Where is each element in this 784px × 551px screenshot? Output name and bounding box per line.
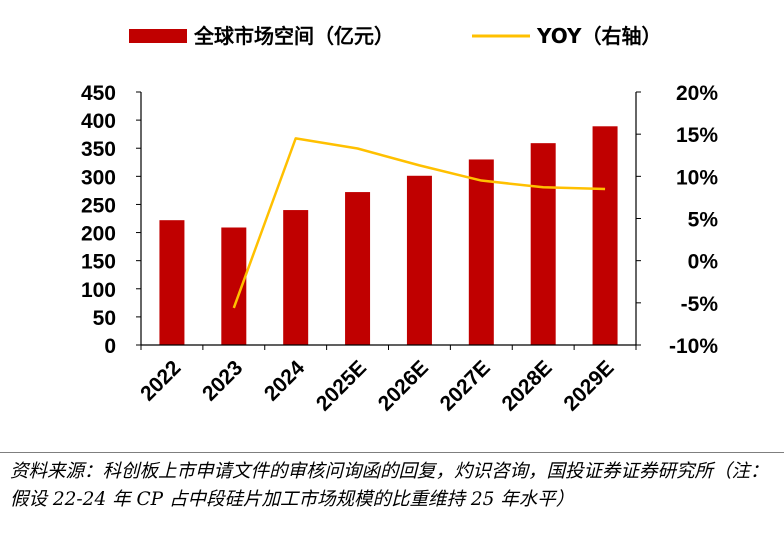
left-tick-label: 100 [81, 279, 116, 302]
right-tick-label: 15% [676, 124, 718, 147]
bar [406, 175, 432, 345]
x-tick-label: 2027E [436, 356, 495, 415]
x-tick-label: 2024 [260, 356, 310, 406]
left-tick-label: 250 [81, 194, 116, 217]
x-tick-label: 2029E [559, 356, 618, 415]
right-tick-label: 20% [676, 82, 718, 105]
yoy-line [232, 137, 606, 309]
axes [140, 92, 637, 346]
x-tick-label: 2022 [136, 356, 185, 405]
divider [0, 452, 784, 453]
left-tick-label: 50 [93, 307, 116, 330]
left-tick-label: 150 [81, 251, 116, 274]
bar [345, 192, 371, 345]
combo-chart: 全球市场空间（亿元） YOY（右轴） 0 50 100 150 200 250 300 350 4… [81, 24, 718, 415]
right-tick-label: 0% [688, 251, 719, 274]
x-tick-label: 2026E [374, 356, 433, 415]
source-note: 资料来源：科创板上市申请文件的审核问询函的回复，灼识咨询，国投证券证券研究所（注… [10, 461, 769, 510]
x-tick-label: 2025E [312, 356, 371, 415]
line-series [232, 137, 606, 309]
right-tick-label: 5% [688, 209, 719, 232]
right-tick-label: 10% [676, 166, 718, 189]
left-tick-label: 0 [104, 335, 116, 358]
bar [283, 210, 309, 345]
x-axis-ticks: 2022 2023 2024 2025E 2026E 2027E 2028E 2029E [136, 345, 637, 415]
bar-series [159, 126, 618, 345]
left-tick-label: 450 [81, 82, 116, 105]
left-axis-ticks: 0 50 100 150 200 250 300 350 400 450 [81, 82, 141, 358]
right-tick-label: -10% [669, 335, 718, 358]
x-tick-label: 2028E [498, 356, 557, 415]
left-tick-label: 200 [81, 223, 116, 246]
bar [530, 143, 556, 345]
bar [592, 126, 618, 345]
left-tick-label: 300 [81, 166, 116, 189]
legend: 全球市场空间（亿元） YOY（右轴） [129, 24, 662, 48]
bar [468, 159, 494, 345]
x-tick-label: 2023 [198, 356, 247, 405]
right-axis-ticks: -10% -5% 0% 5% 10% 15% 20% [636, 82, 718, 358]
left-tick-label: 400 [81, 110, 116, 133]
legend-swatch-bar [129, 29, 187, 43]
bar [159, 220, 185, 345]
legend-label-line: YOY（右轴） [536, 24, 662, 48]
left-tick-label: 350 [81, 138, 116, 161]
right-tick-label: -5% [681, 293, 719, 316]
legend-label-bar: 全球市场空间（亿元） [193, 24, 394, 48]
